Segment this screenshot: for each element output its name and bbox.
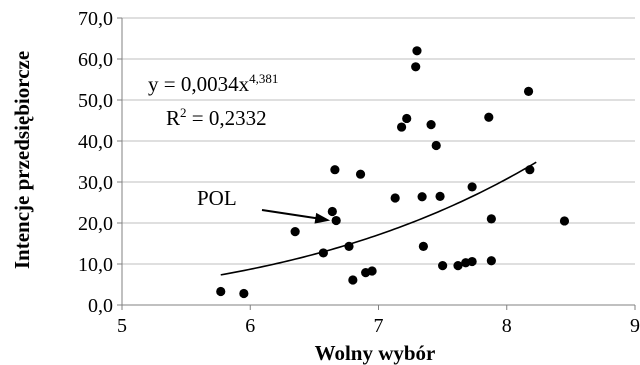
trendline-group xyxy=(220,161,537,276)
data-point xyxy=(412,46,422,56)
data-point xyxy=(402,113,412,124)
data-point xyxy=(417,192,427,202)
y-tick-label: 60,0 xyxy=(78,49,113,71)
data-point xyxy=(331,215,341,226)
y-tick-label: 50,0 xyxy=(78,90,113,112)
y-tick-label: 10,0 xyxy=(78,254,113,276)
y-axis-title: Intencje przedsiębiorcze xyxy=(10,51,34,269)
trendline-equation: y = 0,0034x4,381 xyxy=(148,71,278,96)
data-point xyxy=(330,165,340,175)
data-point xyxy=(344,241,354,251)
pol-point-label: POL xyxy=(197,186,237,210)
data-point xyxy=(327,206,337,217)
data-point xyxy=(525,165,535,175)
data-points xyxy=(216,46,570,299)
axes xyxy=(117,17,636,310)
data-point xyxy=(216,286,226,297)
y-tick-labels: 0,0 10,0 20,0 30,0 40,0 50,0 60,0 70,0 xyxy=(78,8,113,317)
data-point xyxy=(367,266,377,276)
data-point xyxy=(411,62,421,72)
data-point xyxy=(396,122,407,132)
data-point xyxy=(453,261,463,271)
x-tick-label: 8 xyxy=(502,315,512,337)
data-point xyxy=(290,227,300,237)
y-tick-label: 40,0 xyxy=(78,131,113,153)
pol-arrow-group xyxy=(261,209,331,224)
data-point xyxy=(431,140,441,151)
x-tick-label: 6 xyxy=(245,315,255,337)
y-tick-label: 20,0 xyxy=(78,213,113,235)
data-point xyxy=(486,256,496,266)
data-point xyxy=(559,216,570,226)
x-tick-labels: 5 6 7 8 9 xyxy=(117,315,640,337)
data-point xyxy=(239,288,249,299)
data-point xyxy=(390,193,400,203)
data-point xyxy=(467,256,477,267)
data-point xyxy=(438,261,448,271)
data-point xyxy=(486,214,496,224)
pol-arrow-line xyxy=(261,209,319,220)
pol-arrow-head xyxy=(314,212,331,224)
data-point xyxy=(348,275,358,285)
x-tick-label: 9 xyxy=(630,315,640,337)
x-tick-label: 7 xyxy=(374,315,384,337)
y-tick-label: 0,0 xyxy=(88,295,113,317)
data-point xyxy=(523,86,534,96)
data-point xyxy=(355,169,366,179)
data-point xyxy=(484,112,494,122)
x-axis-title: Wolny wybór xyxy=(315,341,436,365)
gridlines xyxy=(122,17,635,265)
x-tick-label: 5 xyxy=(117,315,127,337)
y-tick-label: 70,0 xyxy=(78,8,113,30)
data-point xyxy=(318,248,328,258)
y-tick-label: 30,0 xyxy=(78,172,113,194)
data-point xyxy=(467,182,477,192)
data-point xyxy=(418,241,428,251)
data-point xyxy=(435,191,445,201)
data-point xyxy=(426,120,436,130)
r-squared-label: R2 = 0,2332 xyxy=(166,105,267,130)
trendline xyxy=(220,161,537,276)
